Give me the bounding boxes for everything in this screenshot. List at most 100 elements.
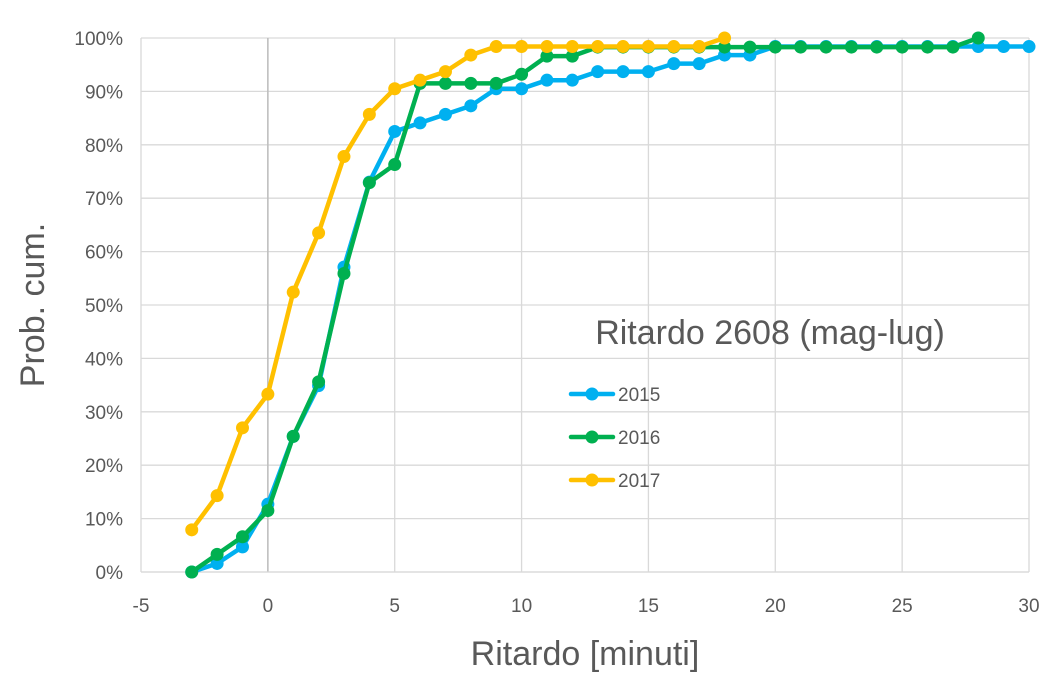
x-tick-label: 30 [1018, 596, 1039, 617]
data-point-2016 [337, 266, 351, 280]
data-point-2015 [235, 540, 249, 554]
data-point-2015 [616, 65, 630, 79]
y-tick-label: 70% [85, 189, 123, 210]
data-point-2017 [718, 31, 732, 45]
data-point-2017 [337, 150, 351, 164]
data-point-2016 [971, 31, 985, 45]
data-point-2017 [413, 73, 427, 87]
y-tick-label: 50% [85, 296, 123, 317]
data-point-2017 [261, 387, 275, 401]
data-point-2016 [844, 40, 858, 54]
data-point-2017 [540, 40, 554, 54]
data-point-2016 [210, 547, 224, 561]
legend-label: 2016 [618, 428, 660, 449]
data-point-2017 [641, 40, 655, 54]
legend-swatch-marker [585, 387, 599, 401]
data-point-2016 [388, 158, 402, 172]
zero-axis-line [141, 38, 1029, 573]
data-point-2017 [388, 82, 402, 96]
y-tick-label: 60% [85, 243, 123, 264]
data-point-2016 [768, 40, 782, 54]
data-point-2017 [591, 40, 605, 54]
data-point-2016 [794, 40, 808, 54]
data-point-2017 [362, 107, 376, 121]
data-point-2016 [565, 49, 579, 63]
data-point-2017 [235, 421, 249, 435]
legend-item-2016: 2016 [568, 428, 660, 449]
y-tick-label: 90% [85, 82, 123, 103]
data-point-2017 [565, 40, 579, 54]
data-point-2017 [667, 40, 681, 54]
x-tick-label: 5 [389, 596, 400, 617]
x-tick-label: 25 [892, 596, 913, 617]
data-point-2016 [286, 429, 300, 443]
data-point-2015 [388, 124, 402, 138]
data-point-2016 [312, 375, 326, 389]
data-point-2017 [438, 65, 452, 79]
y-tick-label: 80% [85, 136, 123, 157]
data-point-2016 [921, 40, 935, 54]
data-point-2017 [489, 40, 503, 54]
data-point-2015 [515, 82, 529, 96]
data-point-2016 [819, 40, 833, 54]
data-point-2016 [540, 49, 554, 63]
series-lines [185, 31, 1036, 579]
data-point-2017 [286, 285, 300, 299]
data-point-2015 [692, 57, 706, 71]
legend-item-2017: 2017 [568, 471, 660, 492]
data-point-2016 [235, 530, 249, 544]
y-tick-label: 40% [85, 349, 123, 370]
series-line-2017 [189, 35, 727, 533]
x-tick-label: 20 [765, 596, 786, 617]
y-tick-label: 100% [74, 29, 123, 50]
data-point-2016 [362, 176, 376, 190]
data-point-2016 [185, 565, 199, 579]
data-point-2016 [261, 504, 275, 518]
data-point-2016 [464, 76, 478, 90]
legend-item-2015: 2015 [568, 385, 660, 406]
data-point-2016 [515, 67, 529, 81]
y-tick-label: 0% [96, 563, 124, 584]
data-point-2015 [565, 73, 579, 87]
data-point-2015 [1022, 40, 1036, 54]
tick-labels: 0% 10% 20% 30% 40% 50% 60% 70% 80% 90% 100% -5 0 5 10 1… [74, 29, 1039, 617]
data-point-2017 [515, 40, 529, 54]
chart-title: Ritardo 2608 (mag-lug) [595, 314, 945, 352]
series-2017 [185, 31, 732, 537]
legend-swatch-marker [585, 430, 599, 444]
data-point-2015 [210, 556, 224, 570]
y-tick-label: 20% [85, 456, 123, 477]
data-point-2015 [667, 57, 681, 71]
legend-swatch-marker [585, 473, 599, 487]
legend-label: 2015 [618, 385, 660, 406]
data-point-2016 [438, 76, 452, 90]
y-axis-title: Prob. cum. [14, 223, 52, 387]
x-tick-label: 15 [638, 596, 659, 617]
data-point-2017 [210, 489, 224, 503]
data-point-2016 [870, 40, 884, 54]
x-tick-label: 0 [263, 596, 274, 617]
y-tick-label: 10% [85, 510, 123, 531]
x-tick-label: 10 [511, 596, 532, 617]
data-point-2016 [718, 40, 732, 54]
data-point-2017 [616, 40, 630, 54]
legend-label: 2017 [618, 471, 660, 492]
series-line-2015 [189, 44, 1032, 575]
data-point-2015 [413, 116, 427, 130]
data-point-2017 [464, 48, 478, 62]
data-point-2015 [997, 40, 1011, 54]
data-point-2017 [692, 40, 706, 54]
data-point-2015 [540, 73, 554, 87]
data-point-2015 [438, 107, 452, 121]
data-point-2016 [946, 40, 960, 54]
series-2015 [185, 40, 1036, 579]
data-point-2016 [489, 76, 503, 90]
legend: 2015 2016 2017 [568, 385, 660, 492]
data-point-2016 [895, 40, 909, 54]
data-point-2017 [185, 523, 199, 537]
x-axis-title: Ritardo [minuti] [471, 635, 700, 673]
data-point-2015 [464, 99, 478, 113]
x-tick-label: -5 [133, 596, 150, 617]
